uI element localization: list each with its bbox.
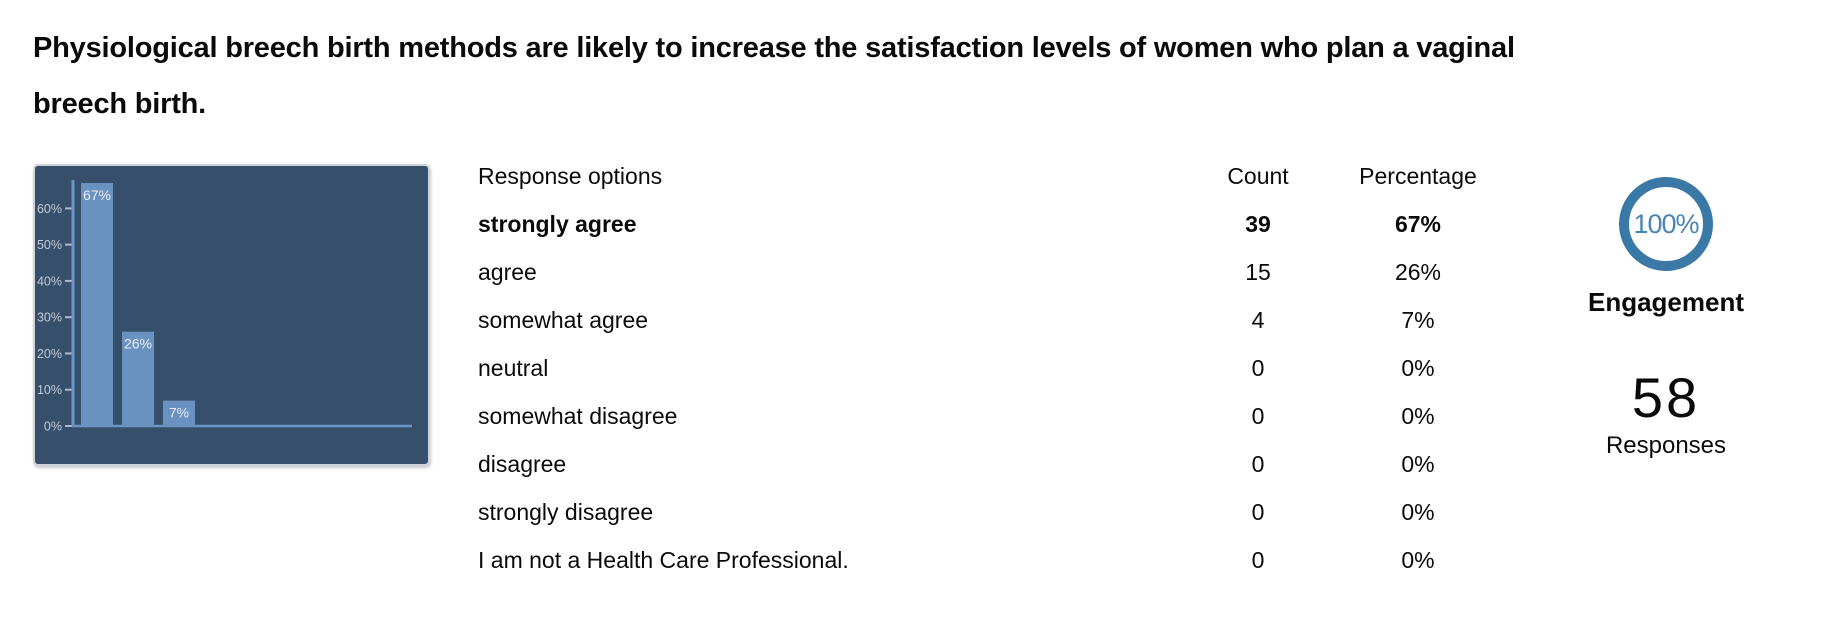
table-row: somewhat agree 4 7% xyxy=(478,296,1498,344)
responses-label: Responses xyxy=(1605,432,1727,459)
option-count: 0 xyxy=(1251,546,1265,573)
question-title: Physiological breech birth methods are l… xyxy=(33,32,1515,120)
option-label: strongly disagree xyxy=(478,498,654,525)
survey-result-page: Physiological breech birth methods are l… xyxy=(33,32,1846,584)
responses-block: 58 Responses xyxy=(1606,370,1726,460)
option-label: neutral xyxy=(478,354,549,381)
option-label: disagree xyxy=(478,450,567,477)
option-count: 15 xyxy=(1245,258,1271,285)
svg-text:10%: 10% xyxy=(37,383,62,397)
svg-text:40%: 40% xyxy=(37,274,62,288)
svg-text:7%: 7% xyxy=(169,405,189,421)
option-count: 4 xyxy=(1251,306,1265,333)
svg-text:20%: 20% xyxy=(37,347,62,361)
option-percentage: 0% xyxy=(1401,354,1435,381)
option-count: 39 xyxy=(1245,210,1271,237)
stats-panel: 100% Engagement 58 Responses xyxy=(1556,177,1776,460)
option-count: 0 xyxy=(1251,498,1265,525)
option-percentage: 67% xyxy=(1394,210,1442,237)
option-percentage: 26% xyxy=(1394,258,1442,285)
table-row: strongly agree 39 67% xyxy=(478,200,1498,248)
column-header-options: Response options xyxy=(478,162,663,189)
option-percentage: 7% xyxy=(1401,306,1435,333)
svg-text:50%: 50% xyxy=(37,238,62,252)
svg-text:30%: 30% xyxy=(37,311,62,325)
table-row: I am not a Health Care Professional. 0 0… xyxy=(478,536,1498,584)
option-count: 0 xyxy=(1251,354,1265,381)
option-label: somewhat disagree xyxy=(478,402,678,429)
svg-text:60%: 60% xyxy=(37,202,62,216)
option-count: 0 xyxy=(1251,402,1265,429)
table-row: somewhat disagree 0 0% xyxy=(478,392,1498,440)
results-row: 0% 10% 20% 30% 40% 50% 60% 67% 26% 7% Response op… xyxy=(33,163,1846,584)
table-row: neutral 0 0% xyxy=(478,344,1498,392)
column-header-percentage: Percentage xyxy=(1359,162,1477,189)
option-label: somewhat agree xyxy=(478,306,649,333)
response-table: Response options Count Percentage strong… xyxy=(478,152,1498,584)
engagement-ring: 100% xyxy=(1619,177,1713,271)
option-label: I am not a Health Care Professional. xyxy=(478,546,849,573)
table-row: strongly disagree 0 0% xyxy=(478,488,1498,536)
column-header-count: Count xyxy=(1227,162,1289,189)
bar-chart-svg: 0% 10% 20% 30% 40% 50% 60% 67% 26% 7% xyxy=(37,180,412,434)
option-label: agree xyxy=(478,258,537,285)
engagement-label: Engagement xyxy=(1587,287,1745,317)
option-percentage: 0% xyxy=(1401,450,1435,477)
table-row: agree 15 26% xyxy=(478,248,1498,296)
responses-value: 58 xyxy=(1631,366,1701,429)
bar-chart: 0% 10% 20% 30% 40% 50% 60% 67% 26% 7% xyxy=(33,164,430,466)
option-label: strongly agree xyxy=(478,210,637,237)
option-percentage: 0% xyxy=(1401,498,1435,525)
option-count: 0 xyxy=(1251,450,1265,477)
table-row: disagree 0 0% xyxy=(478,440,1498,488)
svg-text:0%: 0% xyxy=(44,420,62,434)
svg-text:67%: 67% xyxy=(83,187,111,203)
table-header-row: Response options Count Percentage xyxy=(478,152,1498,200)
engagement-value: 100% xyxy=(1633,208,1699,239)
option-percentage: 0% xyxy=(1401,546,1435,573)
svg-text:26%: 26% xyxy=(124,336,152,352)
option-percentage: 0% xyxy=(1401,402,1435,429)
